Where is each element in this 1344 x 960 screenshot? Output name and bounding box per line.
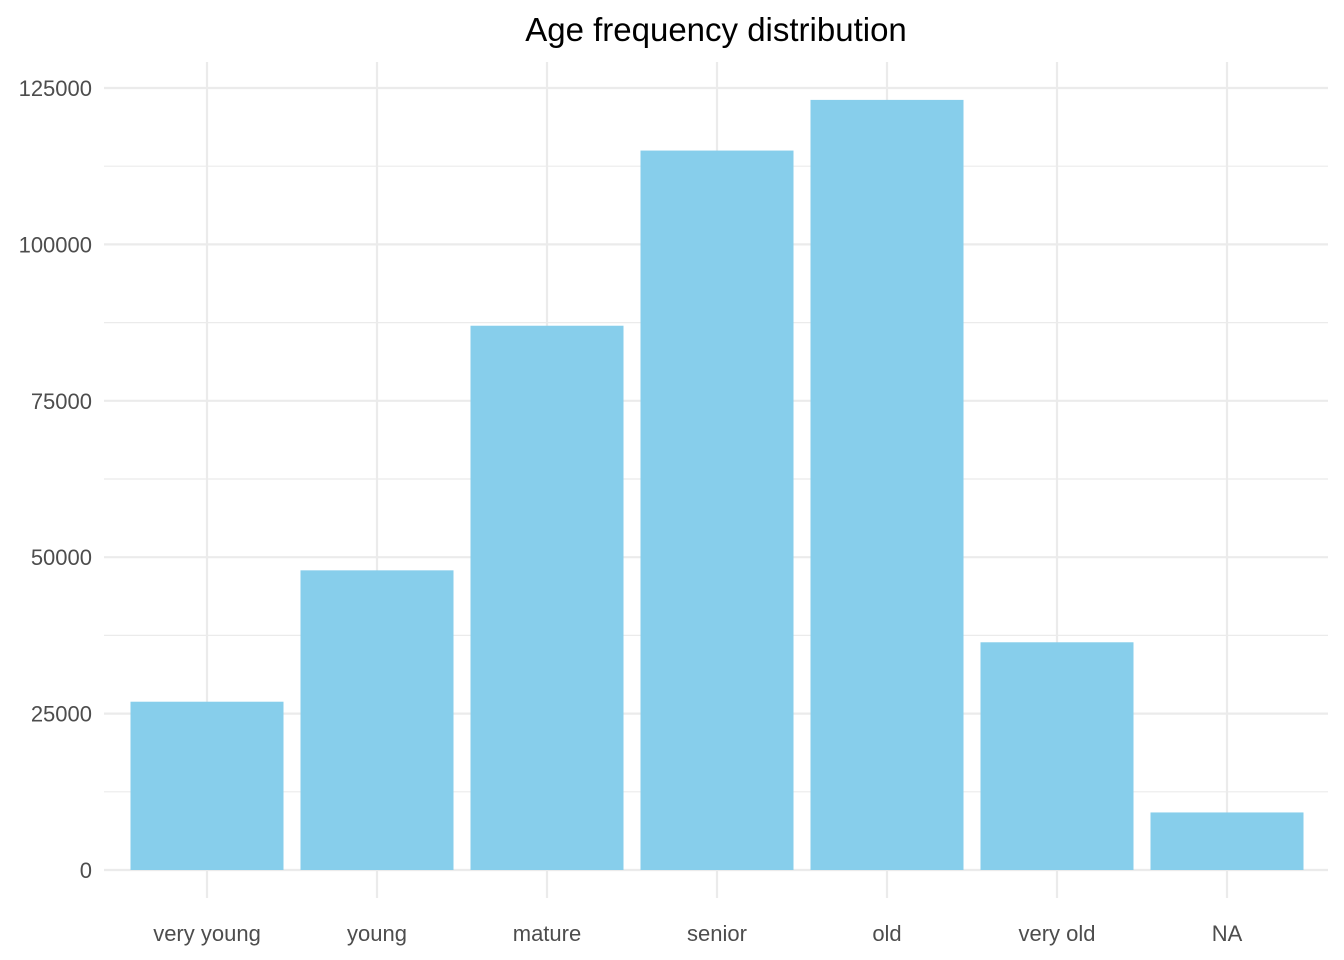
bar-old bbox=[810, 99, 964, 870]
bar-mature bbox=[470, 325, 624, 870]
y-axis-ticks: 0 25000 50000 75000 100000 125000 bbox=[19, 76, 92, 883]
x-tick-label: very young bbox=[153, 921, 261, 946]
bar-senior bbox=[640, 150, 794, 870]
bars bbox=[130, 99, 1304, 870]
x-tick-label: senior bbox=[687, 921, 747, 946]
y-tick-label: 100000 bbox=[19, 232, 92, 257]
x-tick-label: young bbox=[347, 921, 407, 946]
x-axis-ticks: very young young mature senior old very old NA bbox=[153, 921, 1242, 946]
y-tick-label: 25000 bbox=[31, 702, 92, 727]
x-tick-label: mature bbox=[513, 921, 581, 946]
y-tick-label: 50000 bbox=[31, 545, 92, 570]
x-tick-label: NA bbox=[1212, 921, 1243, 946]
bar-na bbox=[1150, 812, 1304, 870]
bar-very-old bbox=[980, 642, 1134, 870]
x-tick-label: old bbox=[872, 921, 901, 946]
y-tick-label: 0 bbox=[80, 858, 92, 883]
chart-title: Age frequency distribution bbox=[525, 11, 907, 48]
bar-very-young bbox=[130, 701, 284, 870]
x-tick-label: very old bbox=[1018, 921, 1095, 946]
y-tick-label: 125000 bbox=[19, 76, 92, 101]
bar-young bbox=[300, 570, 454, 870]
y-tick-label: 75000 bbox=[31, 389, 92, 414]
